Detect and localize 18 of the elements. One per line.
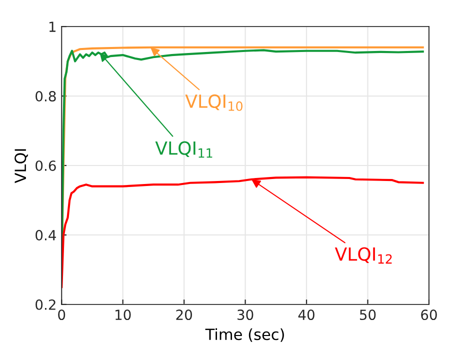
x-tick-label: 20 [176,310,192,320]
x-tick-label: 30 [238,310,254,320]
x-tick-label: 60 [421,310,437,320]
y-tick-label: 0.8 [36,90,56,102]
annotation: VLQI$_{11}$ [155,141,212,158]
x-tick-label: 40 [298,310,314,320]
y-tick-label: 0.6 [36,160,56,171]
x-axis-title: Time (sec) [205,328,284,342]
annotation: VLQI$_{10}$ [185,94,242,111]
y-tick-label: 1 [49,22,56,32]
line-series [62,176,424,288]
x-tick-label: 10 [116,310,131,320]
y-tick-label: 0.4 [36,230,56,240]
annotation: VLQI$_{12}$ [334,247,392,264]
y-axis-title: VLQI [14,149,28,184]
x-tick-label: 0 [58,310,66,320]
y-tick-label: 0.2 [36,299,56,310]
x-tick-label: 50 [360,310,376,320]
